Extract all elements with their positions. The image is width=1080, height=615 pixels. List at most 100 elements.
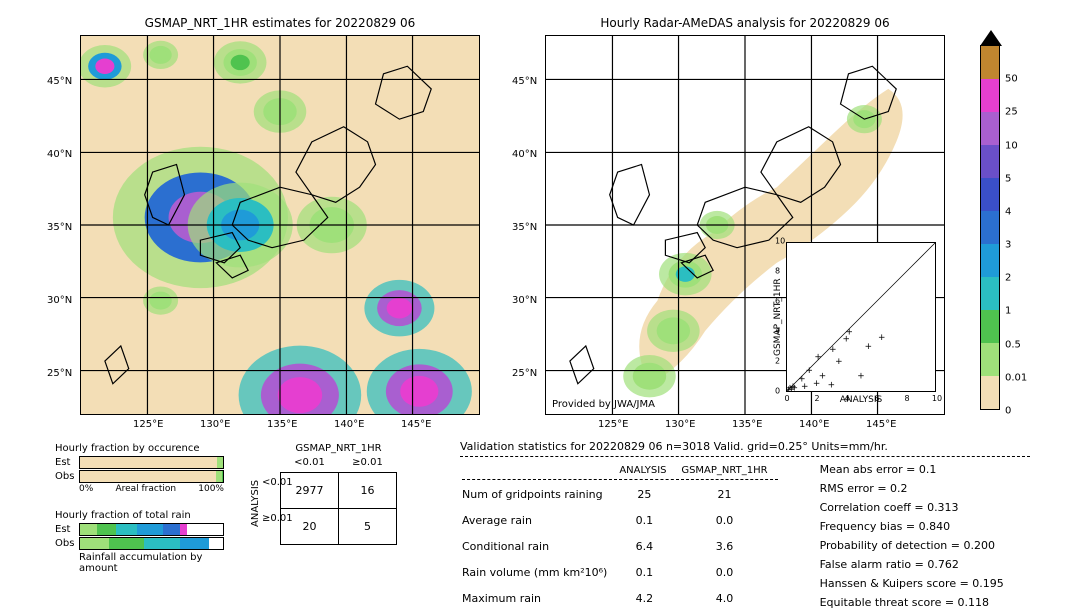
- table-cell: 0.0: [681, 560, 777, 584]
- colorbar-segment: [981, 145, 999, 178]
- metrics-list: Mean abs error = 0.1RMS error = 0.2Corre…: [820, 460, 1004, 612]
- frac-segment: [163, 524, 180, 535]
- metric-row: Correlation coeff = 0.313: [820, 498, 1004, 517]
- svg-text:+: +: [819, 372, 826, 382]
- frac-row-label: Obs: [55, 538, 79, 549]
- frac-segment: [116, 524, 137, 535]
- frac-accum-label: Rainfall accumulation by amount: [79, 552, 230, 574]
- scatter-xtick: 4: [844, 394, 849, 403]
- xtick: 125°E: [598, 419, 628, 430]
- table-cell: 6.4: [619, 534, 679, 558]
- colorbar-tick: 1: [1005, 306, 1011, 317]
- ct-row: ≥0.01: [262, 513, 293, 524]
- colorbar-tick: 0.5: [1005, 339, 1021, 350]
- scatter-inset: +++++++++++++++++++ ANALYSIS GSMAP_NRT_1…: [786, 242, 936, 392]
- ct-col: <0.01: [281, 454, 339, 472]
- metric-row: RMS error = 0.2: [820, 479, 1004, 498]
- scatter-xlabel: ANALYSIS: [787, 395, 935, 405]
- ytick: 25°N: [47, 368, 72, 379]
- stats-col: GSMAP_NRT_1HR: [681, 462, 777, 480]
- xtick: 125°E: [133, 419, 163, 430]
- scatter-xtick: 0: [784, 394, 789, 403]
- ytick: 35°N: [512, 222, 537, 233]
- svg-text:+: +: [835, 357, 842, 367]
- svg-text:+: +: [801, 382, 808, 391]
- provided-by: Provided by JWA/JMA: [552, 399, 655, 410]
- colorbar-segment: [981, 79, 999, 112]
- xtick: 140°E: [799, 419, 829, 430]
- map-right: Hourly Radar-AMeDAS analysis for 2022082…: [545, 35, 945, 415]
- colorbar-tick: 5: [1005, 173, 1011, 184]
- colorbar-tick: 10: [1005, 140, 1018, 151]
- ytick: 45°N: [47, 76, 72, 87]
- colorbar-segment: [981, 211, 999, 244]
- frac-segment: [144, 538, 180, 549]
- xtick: 145°E: [401, 419, 431, 430]
- colorbar-tick: 0: [1005, 406, 1011, 417]
- table-cell: Num of gridpoints raining: [462, 482, 617, 506]
- table-cell: 0.0: [681, 508, 777, 532]
- contingency-table: GSMAP_NRT_1HR <0.01≥0.01 297716 205 ANAL…: [280, 443, 397, 545]
- table-cell: 25: [619, 482, 679, 506]
- xtick: 130°E: [665, 419, 695, 430]
- svg-text:+: +: [828, 381, 835, 391]
- colorbar-segment: [981, 178, 999, 211]
- metric-row: False alarm ratio = 0.762: [820, 555, 1004, 574]
- xtick: 145°E: [866, 419, 896, 430]
- table-cell: Average rain: [462, 508, 617, 532]
- frac-segment: [80, 471, 216, 482]
- colorbar-tick: 2: [1005, 273, 1011, 284]
- frac-row-label: Obs: [55, 471, 79, 482]
- frac-segment: [97, 524, 116, 535]
- colorbar-arrow-icon: [980, 30, 1002, 46]
- ytick: 30°N: [47, 295, 72, 306]
- table-cell: 3.6: [681, 534, 777, 558]
- table-cell: 4.0: [681, 586, 777, 610]
- svg-text:+: +: [845, 327, 852, 337]
- stats-col: ANALYSIS: [619, 462, 679, 480]
- map-left-title: GSMAP_NRT_1HR estimates for 20220829 06: [81, 16, 479, 30]
- map-left-canvas: [81, 36, 479, 414]
- svg-text:+: +: [857, 372, 864, 382]
- table-cell: 4.2: [619, 586, 679, 610]
- scatter-xtick: 2: [814, 394, 819, 403]
- table-cell: 0.1: [619, 508, 679, 532]
- frac-axis-tick: 0%: [79, 484, 93, 494]
- bottom-region: Hourly fraction by occurence Est Obs 0% …: [55, 435, 1055, 615]
- ytick: 40°N: [512, 149, 537, 160]
- metric-row: Probability of detection = 0.200: [820, 536, 1004, 555]
- scatter-xtick: 10: [932, 394, 942, 403]
- stats-table: ANALYSIS GSMAP_NRT_1HR Num of gridpoints…: [460, 460, 780, 612]
- svg-text:+: +: [829, 345, 836, 355]
- scatter-ylabel: GSMAP_NRT_1HR: [773, 243, 783, 391]
- frac-segment: [180, 524, 187, 535]
- frac-row-label: Est: [55, 457, 79, 468]
- colorbar-tick: 25: [1005, 107, 1018, 118]
- frac-axis-label: Areal fraction: [115, 484, 176, 494]
- colorbar-tick: 3: [1005, 240, 1011, 251]
- colorbar-segment: [981, 112, 999, 145]
- colorbar-tick: 50: [1005, 74, 1018, 85]
- ct-row-header: ANALYSIS: [250, 463, 261, 543]
- validation-stats: Validation statistics for 20220829 06 n=…: [460, 440, 1030, 612]
- metric-row: Mean abs error = 0.1: [820, 460, 1004, 479]
- fraction-occurrence: Hourly fraction by occurence Est Obs 0% …: [55, 443, 230, 494]
- frac-segment: [80, 524, 97, 535]
- metric-row: Frequency bias = 0.840: [820, 517, 1004, 536]
- ytick: 30°N: [512, 295, 537, 306]
- xtick: 140°E: [334, 419, 364, 430]
- frac-segment: [217, 457, 223, 468]
- table-cell: 0.1: [619, 560, 679, 584]
- ytick: 45°N: [512, 76, 537, 87]
- fraction-totalrain: Hourly fraction of total rain Est Obs Ra…: [55, 510, 230, 576]
- ytick: 35°N: [47, 222, 72, 233]
- colorbar-segment: [981, 376, 999, 409]
- ct-row: <0.01: [262, 477, 293, 488]
- frac-title: Hourly fraction by occurence: [55, 443, 230, 454]
- svg-text:+: +: [814, 352, 821, 362]
- colorbar-segment: [981, 244, 999, 277]
- frac-segment: [222, 471, 223, 482]
- table-cell: Rain volume (mm km²10⁶): [462, 560, 617, 584]
- ytick: 40°N: [47, 149, 72, 160]
- table-row: Maximum rain4.24.0: [462, 586, 778, 610]
